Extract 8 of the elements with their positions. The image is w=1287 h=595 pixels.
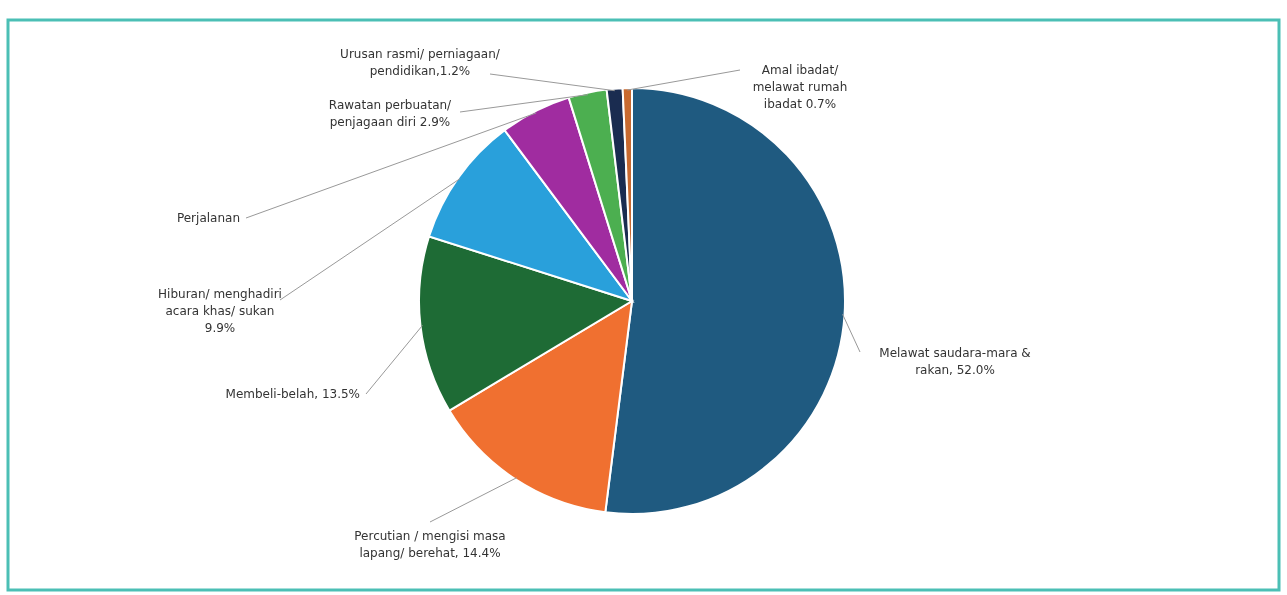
slice-label: Membeli-belah, 13.5% bbox=[225, 387, 360, 401]
slice-label: Melawat saudara-mara & rakan, 52.0% bbox=[879, 346, 1031, 377]
slice-label: Rawatan perbuatan/ penjagaan diri 2.9% bbox=[328, 98, 453, 129]
slice-label: Perjalanan bbox=[176, 211, 240, 225]
slice-label: Hiburan/ menghadiri acara khas/ sukan 9.9% bbox=[158, 287, 282, 335]
slice-label: Percutian / mengisi masa lapang/ berehat, 14.4% bbox=[354, 529, 506, 560]
slice-label: Amal ibadat/ melawat rumah ibadat 0.7% bbox=[752, 63, 848, 111]
slice-label: Urusan rasmi/ perniagaan/ pendidikan,1.2% bbox=[340, 47, 501, 78]
